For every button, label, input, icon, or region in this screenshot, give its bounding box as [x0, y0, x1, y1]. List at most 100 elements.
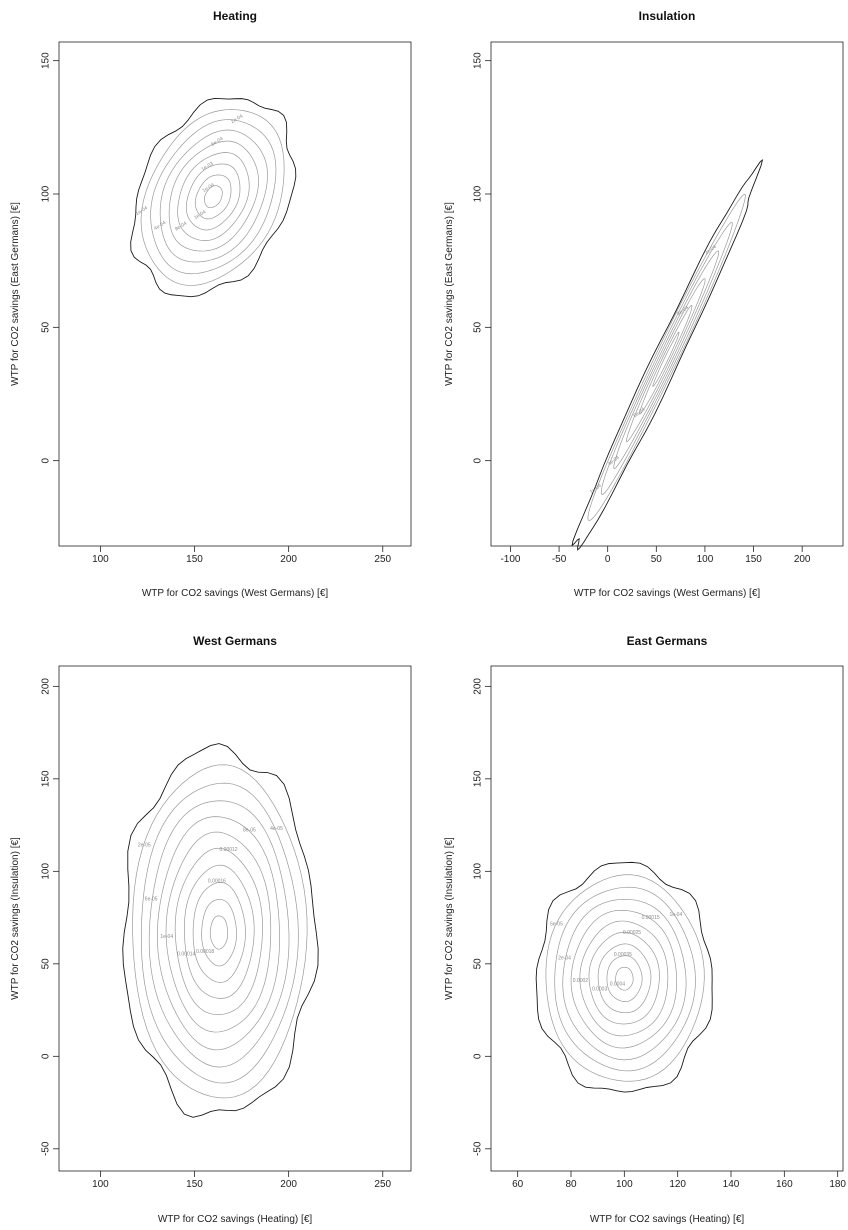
contour-line	[165, 831, 272, 1033]
contour-label: 4e-05	[270, 826, 283, 832]
contour-label: 5e-05	[550, 921, 563, 927]
contour-line	[587, 193, 746, 521]
x-tick-label: 100	[697, 554, 714, 565]
y-axis-label: WTP for CO2 savings (East Germans) [€]	[444, 202, 455, 386]
chart-title: West Germans	[193, 634, 277, 648]
y-tick-label: 100	[473, 863, 484, 880]
y-tick-label: 150	[41, 52, 52, 69]
chart-panel: East Germans 60 80 100 120 140 160 180 -50 0 50 100…	[444, 634, 846, 1225]
x-axis-label: WTP for CO2 savings (Heating) [€]	[158, 1214, 313, 1225]
contour-line	[156, 816, 280, 1051]
contour-line	[192, 882, 246, 983]
x-axis: 60 80 100 120 140 160 180	[512, 1171, 846, 1190]
x-axis-label: WTP for CO2 savings (West Germans) [€]	[142, 588, 329, 599]
x-tick-label: 250	[374, 554, 391, 565]
contour-line	[606, 955, 643, 1002]
contour-line	[570, 909, 678, 1049]
contour-line	[122, 743, 319, 1118]
contour-line	[140, 109, 285, 286]
x-tick-label: 100	[92, 554, 109, 565]
x-tick-label: 180	[829, 1179, 846, 1190]
y-tick-label: 200	[41, 678, 52, 695]
contour-line	[626, 278, 706, 443]
chart-panel: West Germans 100 150 200 250 -50 0 50 100 150 200 W…	[10, 634, 412, 1225]
contour-line	[554, 886, 696, 1072]
y-tick-label: 150	[473, 770, 484, 787]
contour-line	[600, 221, 733, 495]
contour-line	[201, 899, 237, 967]
contour-group: 1e-04 2e-04 4e-04 6e-04 8e-04 1e-03 1e-04 1e-04	[130, 97, 297, 298]
x-axis: -100 -50 0 50 100 150 200	[500, 546, 811, 565]
contour-line	[140, 782, 299, 1084]
contour-line	[194, 174, 232, 220]
contour-line	[615, 966, 634, 991]
y-axis: -50 0 50 100 150 200	[473, 678, 491, 1156]
chart-title: East Germans	[627, 634, 708, 648]
contour-line	[132, 764, 308, 1099]
y-axis: 0 50 100 150	[473, 52, 491, 463]
contour-label: 0.0004	[610, 982, 626, 988]
contour-line	[652, 331, 680, 387]
y-tick-label: 100	[41, 185, 52, 202]
x-tick-label: 250	[374, 1179, 391, 1190]
x-tick-label: 200	[280, 554, 297, 565]
x-tick-label: 60	[512, 1179, 524, 1190]
y-axis: -50 0 50 100 150 200	[41, 678, 59, 1156]
contour-line	[148, 800, 290, 1068]
y-tick-label: 50	[473, 321, 484, 333]
x-tick-label: 150	[186, 1179, 203, 1190]
x-tick-label: 100	[616, 1179, 633, 1190]
plot-frame	[490, 41, 844, 547]
contour-line	[168, 140, 259, 252]
y-tick-label: 50	[473, 958, 484, 970]
x-tick-label: 80	[565, 1179, 577, 1190]
contour-line	[639, 304, 693, 415]
plot-frame	[490, 665, 844, 1172]
contour-label: 6e-05	[145, 897, 158, 903]
contour-label: 1e-04	[669, 912, 682, 918]
y-tick-label: 50	[41, 321, 52, 333]
x-tick-label: 120	[669, 1179, 686, 1190]
contour-line	[571, 159, 764, 551]
x-tick-label: 100	[92, 1179, 109, 1190]
contour-line	[174, 847, 263, 1016]
contour-label: 2e-04	[704, 244, 718, 257]
x-tick-label: 200	[794, 554, 811, 565]
chart-title: Heating	[213, 9, 257, 23]
y-axis-label: WTP for CO2 savings (Insulation) [€]	[444, 837, 455, 1000]
contour-label: 1e-04	[202, 182, 216, 194]
contour-label: 2e-04	[230, 113, 244, 125]
contour-label: 1e-04	[160, 934, 173, 940]
contour-line	[177, 152, 250, 241]
plot-frame	[58, 665, 412, 1172]
contour-line	[185, 163, 241, 231]
contour-label: 0.00016	[208, 879, 226, 885]
contour-line	[535, 861, 713, 1093]
x-tick-label: -100	[500, 554, 520, 565]
y-axis-label: WTP for CO2 savings (East Germans) [€]	[10, 202, 21, 386]
x-tick-label: 0	[605, 554, 611, 565]
contour-label: 0.00035	[614, 952, 632, 958]
y-tick-label: 0	[473, 457, 484, 463]
x-tick-label: 150	[186, 554, 203, 565]
x-axis-label: WTP for CO2 savings (West Germans) [€]	[574, 588, 761, 599]
contour-line	[130, 97, 297, 298]
x-tick-label: 160	[776, 1179, 793, 1190]
x-tick-label: 200	[280, 1179, 297, 1190]
x-axis: 100 150 200 250	[92, 546, 392, 565]
contour-line	[579, 920, 669, 1037]
y-axis-label: WTP for CO2 savings (Insulation) [€]	[10, 837, 21, 1000]
y-tick-label: 0	[41, 1053, 52, 1059]
x-tick-label: 50	[651, 554, 663, 565]
contour-label: 1e-04	[135, 205, 149, 217]
contour-line	[613, 250, 720, 470]
contour-label: 0.00018	[196, 949, 214, 955]
contour-label: 0.00014	[177, 952, 195, 958]
contour-line	[204, 185, 223, 209]
y-tick-label: 100	[41, 863, 52, 880]
chart-panel: Insulation -100 -50 0 50 100 150 200 0 50 100 150 WT…	[444, 9, 844, 599]
x-tick-label: 140	[723, 1179, 740, 1190]
contour-label: 2e-05	[138, 843, 151, 849]
x-axis: 100 150 200 250	[92, 1171, 392, 1190]
